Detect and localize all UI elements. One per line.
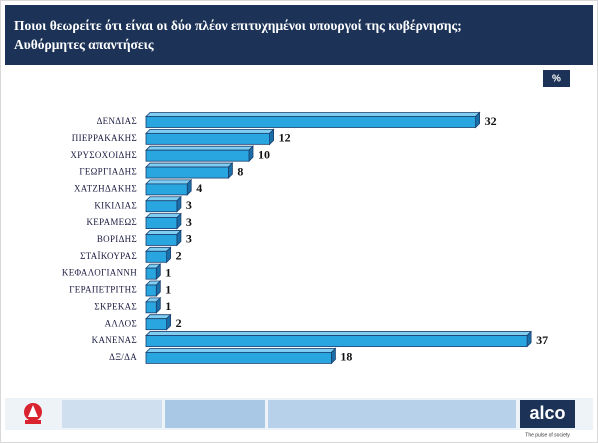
value-label: 18 (340, 350, 352, 364)
bar (145, 318, 168, 331)
value-label: 1 (165, 299, 171, 313)
category-label: ΧΡΥΣΟΧΟΙΔΗΣ (70, 150, 137, 160)
category-label: ΚΕΡΑΜΕΩΣ (86, 217, 137, 227)
category-label: ΠΙΕΡΡΑΚΑΚΗΣ (72, 133, 137, 143)
bar (145, 234, 178, 246)
bar (145, 200, 178, 213)
value-label: 3 (186, 198, 192, 212)
category-label: ΓΕΩΡΓΙΑΔΗΣ (79, 167, 137, 177)
category-label: ΑΛΛΟΣ (105, 318, 137, 328)
value-label: 1 (165, 265, 171, 279)
bar (145, 284, 157, 297)
bar (145, 166, 229, 179)
bar (145, 116, 477, 128)
bar-top (145, 162, 234, 168)
bar (145, 250, 168, 263)
bar (145, 335, 528, 347)
bar (145, 132, 270, 145)
bar (145, 351, 332, 364)
value-label: 3 (186, 232, 192, 246)
category-label: ΧΑΤΖΗΔΑΚΗΣ (74, 183, 137, 193)
value-label: 32 (485, 114, 497, 128)
bar (145, 183, 188, 196)
value-label: 1 (165, 282, 171, 296)
category-label: ΚΙΚΙΛΙΑΣ (94, 200, 137, 210)
category-label: ΣΤΑΪΚΟΥΡΑΣ (80, 251, 137, 261)
brand-tagline: The pulse of society (525, 432, 570, 438)
left-logo (24, 403, 42, 424)
footer-panel (62, 400, 162, 428)
bar (145, 267, 157, 280)
value-label: 4 (196, 181, 202, 195)
bar-top (145, 213, 182, 219)
category-label: ΔΞ/ΔΑ (109, 352, 137, 362)
value-label: 3 (186, 215, 192, 229)
category-label: ΚΕΦΑΛΟΓΙΑΝΝΗ (62, 268, 137, 278)
unit-label: % (552, 74, 561, 85)
value-label: 12 (279, 131, 291, 145)
title-bar (5, 5, 593, 65)
value-label: 10 (258, 147, 270, 161)
footer-panel (268, 400, 516, 428)
unit-badge (543, 70, 570, 87)
value-label: 37 (536, 333, 548, 347)
category-label: ΒΟΡΙΔΗΣ (97, 234, 137, 244)
category-label: ΚΑΝΕΝΑΣ (92, 335, 137, 345)
bar-top (145, 347, 337, 353)
bar-top (145, 196, 182, 202)
bar (145, 217, 178, 230)
bar-top (145, 331, 533, 336)
bar-top (145, 179, 193, 185)
chart-title: Ποιοι θεωρείτε ότι είναι οι δύο πλέον επ… (14, 18, 462, 33)
bar-top (145, 112, 481, 117)
brand-logo (520, 400, 575, 428)
bar (145, 149, 250, 162)
bar-top (145, 145, 254, 151)
bar (145, 301, 157, 314)
category-label: ΓΕΡΑΠΕΤΡΙΤΗΣ (69, 285, 137, 295)
brand-name: alco (529, 403, 565, 423)
bar-top (145, 128, 275, 134)
value-label: 8 (237, 164, 243, 178)
footer-panel (165, 400, 265, 428)
value-label: 2 (176, 316, 182, 330)
category-label: ΣΚΡΕΚΑΣ (94, 301, 137, 311)
bar-top (145, 230, 182, 235)
chart-subtitle: Αυθόρμητες απαντήσεις (14, 37, 154, 52)
value-label: 2 (176, 249, 182, 263)
category-label: ΔΕΝΔΙΑΣ (97, 116, 137, 126)
